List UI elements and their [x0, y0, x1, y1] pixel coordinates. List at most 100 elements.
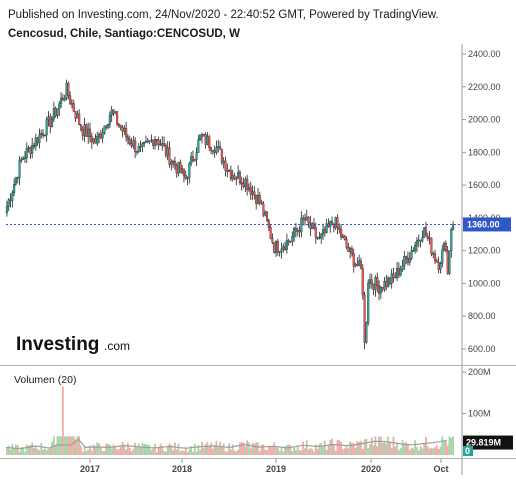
candle-body: [276, 240, 279, 253]
candle-body: [92, 138, 95, 143]
volume-bar: [168, 443, 171, 455]
candle-body: [237, 172, 240, 179]
current-volume-label: 0: [465, 446, 470, 456]
volume-bar: [275, 446, 277, 455]
volume-bar: [175, 449, 178, 455]
volume-bar: [255, 442, 258, 455]
time-tick-label: Oct: [433, 464, 448, 474]
candle-body: [29, 147, 32, 154]
candle-body: [332, 224, 335, 228]
volume-bar: [230, 449, 232, 455]
volume-bar: [318, 443, 321, 455]
candle-body: [253, 191, 256, 196]
candle-body: [229, 170, 232, 180]
candle-body: [260, 202, 263, 204]
volume-bar: [94, 446, 97, 455]
candle-body: [394, 276, 397, 279]
candle-body: [135, 151, 139, 153]
candle-body: [45, 119, 48, 136]
volume-bar: [345, 445, 348, 455]
candle-body: [164, 145, 167, 156]
volume-bar: [332, 444, 335, 455]
candle-body: [179, 162, 182, 173]
candle-body: [372, 283, 375, 290]
volume-bar: [314, 444, 317, 455]
candle-body: [116, 111, 119, 125]
candle-body: [211, 150, 214, 152]
volume-bar: [231, 444, 234, 455]
volume-bar: [105, 443, 108, 455]
candle-body: [336, 217, 339, 228]
volume-bar: [289, 445, 292, 455]
volume-bar: [295, 450, 297, 455]
candle-body: [433, 253, 437, 261]
candle-body: [58, 103, 61, 110]
volume-bar: [394, 446, 397, 455]
volume-bar: [148, 445, 151, 455]
candle-body: [228, 170, 231, 172]
candle-body: [424, 227, 428, 237]
volume-bar: [184, 448, 187, 455]
volume-bar: [329, 440, 332, 455]
candle-body: [361, 268, 364, 296]
volume-bar: [448, 436, 451, 455]
candle-body: [168, 147, 171, 165]
candle-body: [36, 137, 39, 144]
candle-body: [242, 183, 245, 187]
candle-body: [452, 224, 455, 230]
candle-body: [303, 218, 307, 221]
last-price-label: 1360.00: [467, 219, 500, 229]
volume-bar: [11, 443, 14, 455]
candle-body: [437, 262, 440, 270]
volume-bar: [351, 442, 353, 455]
candle-body: [110, 109, 113, 116]
candle-body: [415, 240, 419, 246]
volume-bar: [42, 449, 44, 455]
candle-body: [79, 124, 83, 130]
price-tick-label: 1000.00: [468, 278, 501, 288]
volume-bar: [38, 450, 41, 455]
candle-body: [34, 137, 37, 147]
logo-domain: .com: [104, 339, 130, 353]
volume-bar: [58, 436, 61, 455]
candle-body: [325, 223, 328, 233]
candle-body: [273, 242, 276, 253]
volume-bar: [450, 437, 453, 455]
volume-bar: [47, 449, 50, 455]
candle-body: [387, 277, 390, 287]
volume-bar: [311, 449, 314, 455]
time-tick-label: 2020: [361, 464, 381, 474]
volume-bar: [405, 442, 408, 455]
candle-body: [316, 237, 319, 239]
candle-body: [374, 277, 377, 290]
volume-bar: [260, 444, 263, 455]
candle-body: [284, 246, 287, 250]
volume-bar: [141, 443, 144, 455]
volume-bar: [327, 445, 330, 455]
candle-body: [51, 119, 54, 127]
candle-body: [119, 125, 122, 128]
symbol-title: Cencosud, Chile, Santiago:CENCOSUD, W: [8, 28, 240, 40]
candle-body: [184, 175, 187, 179]
volume-bar: [72, 436, 75, 455]
volume-bar: [360, 440, 362, 455]
candle-body: [153, 139, 157, 146]
volume-bar: [118, 449, 120, 455]
candle-body: [450, 229, 453, 251]
candle-body: [43, 134, 46, 137]
candle-body: [388, 277, 391, 284]
candle-body: [368, 279, 372, 284]
candle-body: [298, 230, 301, 233]
candle-body: [32, 144, 36, 147]
volume-bar: [155, 451, 158, 455]
candle-body: [256, 195, 260, 204]
volume-bars: [5, 386, 454, 455]
volume-bar: [34, 445, 37, 455]
candle-body: [278, 251, 281, 253]
volume-bar: [233, 450, 236, 455]
volume-bar: [412, 448, 415, 455]
volume-bar: [320, 443, 323, 455]
candle-body: [441, 249, 444, 264]
candle-body: [289, 241, 292, 243]
